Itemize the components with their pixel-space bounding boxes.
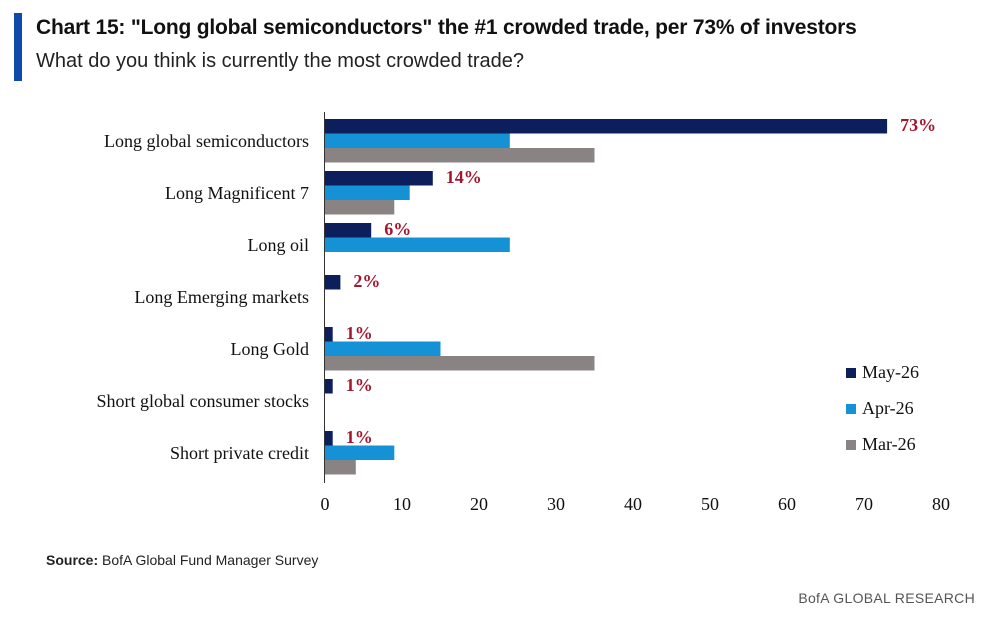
bar-apr-26-6 — [325, 445, 395, 460]
bar-may-26-6 — [325, 431, 333, 446]
category-label: Short global consumer stocks — [97, 391, 309, 411]
x-tick-label: 80 — [932, 494, 950, 514]
bar-mar-26-0 — [325, 148, 595, 163]
legend-label: Apr-26 — [862, 398, 914, 418]
bar-mar-26-1 — [325, 200, 395, 215]
x-tick-label: 70 — [855, 494, 873, 514]
bar-apr-26-2 — [325, 237, 510, 252]
bar-may-26-0 — [325, 119, 888, 134]
category-label: Long oil — [248, 235, 310, 255]
bar-may-26-5 — [325, 379, 333, 394]
bar-may-26-4 — [325, 327, 333, 342]
source-text: BofA Global Fund Manager Survey — [102, 552, 319, 568]
data-label: 14% — [446, 167, 482, 187]
chart-title: Chart 15: "Long global semiconductors" t… — [36, 16, 857, 39]
legend-swatch-may-26 — [846, 368, 856, 378]
source-label: Source: — [46, 552, 99, 568]
legend-label: Mar-26 — [862, 434, 916, 454]
category-label: Long Emerging markets — [134, 287, 309, 307]
category-label: Short private credit — [170, 443, 309, 463]
bar-apr-26-4 — [325, 341, 441, 356]
chart-subtitle: What do you think is currently the most … — [36, 50, 525, 72]
category-label: Long Gold — [231, 339, 310, 359]
data-label: 6% — [384, 219, 411, 239]
x-tick-label: 60 — [778, 494, 796, 514]
brand-label: BofA GLOBAL RESEARCH — [798, 590, 975, 606]
bar-apr-26-0 — [325, 133, 510, 148]
x-tick-label: 0 — [321, 494, 330, 514]
data-label: 1% — [346, 323, 373, 343]
x-tick-label: 30 — [547, 494, 565, 514]
data-label: 1% — [346, 427, 373, 447]
bar-mar-26-6 — [325, 460, 356, 475]
category-label: Long global semiconductors — [104, 131, 309, 151]
bar-mar-26-4 — [325, 356, 595, 371]
x-tick-label: 40 — [624, 494, 642, 514]
bar-may-26-3 — [325, 275, 341, 290]
legend-label: May-26 — [862, 362, 919, 382]
x-tick-label: 10 — [393, 494, 411, 514]
category-label: Long Magnificent 7 — [165, 183, 309, 203]
data-label: 1% — [346, 375, 373, 395]
x-tick-label: 20 — [470, 494, 488, 514]
data-label: 2% — [353, 271, 380, 291]
legend-swatch-mar-26 — [846, 440, 856, 450]
bar-apr-26-1 — [325, 185, 410, 200]
title-accent-bar — [14, 13, 22, 81]
legend-swatch-apr-26 — [846, 404, 856, 414]
x-tick-label: 50 — [701, 494, 719, 514]
source-note: Source: BofA Global Fund Manager Survey — [46, 552, 318, 568]
data-label: 73% — [900, 115, 936, 135]
bar-may-26-1 — [325, 171, 433, 186]
bar-may-26-2 — [325, 223, 372, 238]
